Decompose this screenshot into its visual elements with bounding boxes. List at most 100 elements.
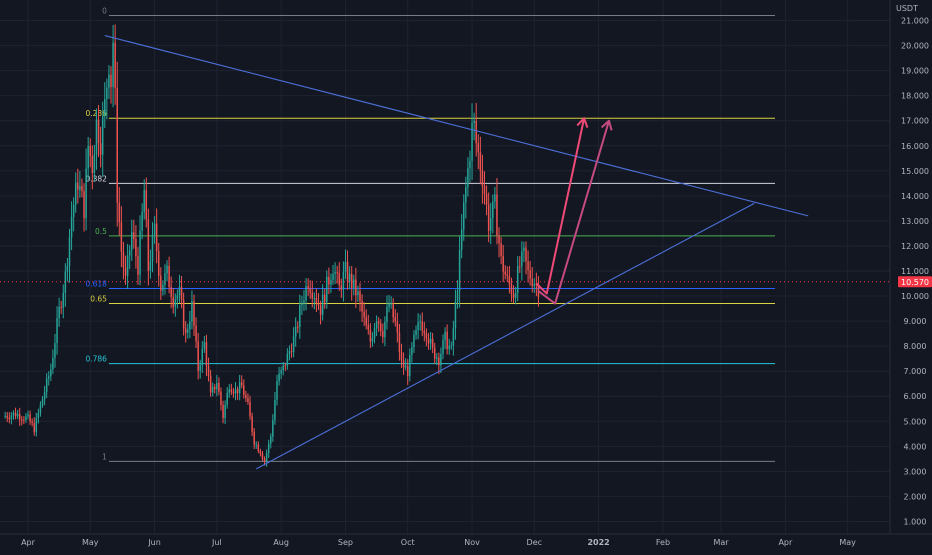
y-axis-ticks[interactable]: 1.000 2.000 3.000 4.000 5.000 6.000 7.000 8.000… (901, 17, 929, 527)
candle-body (485, 194, 488, 205)
candle-body (423, 330, 426, 334)
candle-body (265, 453, 268, 462)
projection-arrow-1[interactable] (535, 118, 586, 295)
candle-body (220, 391, 222, 405)
x-tick-label: Dec (527, 538, 542, 547)
candle-body (402, 360, 405, 368)
y-tick-label: 6.000 (904, 392, 927, 401)
ascending-support-line[interactable] (255, 202, 755, 470)
candle-body (465, 187, 467, 203)
candle-body (31, 421, 33, 424)
candle-body (228, 389, 231, 393)
candle-body (286, 354, 289, 366)
y-tick-label: 13.000 (901, 217, 929, 226)
candle-body (357, 291, 359, 296)
candle-body (29, 414, 31, 422)
candle-body (323, 294, 326, 303)
candle-body (375, 321, 378, 329)
candle-body (195, 325, 197, 342)
candle-body (307, 286, 309, 289)
candle-body (371, 338, 374, 342)
candle-body (182, 300, 185, 329)
candle-body (413, 335, 415, 348)
candle-body (326, 276, 328, 303)
candle-body (297, 326, 299, 328)
candle-body (147, 219, 150, 271)
candle-body (440, 353, 442, 366)
candle-body (355, 279, 357, 296)
fib-level-label: 0.786 (85, 355, 107, 364)
candle-body (145, 190, 148, 220)
candle-body (135, 238, 137, 257)
candle-body (214, 387, 216, 390)
y-tick-label: 2.000 (904, 492, 927, 501)
candle-body (45, 378, 48, 393)
candle-body (330, 279, 332, 285)
candle-body (112, 42, 114, 88)
candle-body (278, 373, 280, 382)
candle-body (303, 300, 305, 303)
projection-arrows[interactable] (535, 117, 613, 305)
candle-body (83, 191, 85, 219)
candle-body (382, 331, 384, 338)
candle-body (510, 284, 513, 295)
candle-body (162, 284, 164, 291)
candle-body (458, 249, 461, 291)
candle-body (282, 365, 284, 371)
candle-body (68, 237, 71, 266)
y-tick-label: 19.000 (901, 67, 929, 76)
candle-body (525, 247, 527, 262)
candle-body (106, 87, 108, 99)
candle-body (97, 119, 100, 144)
candle-body (166, 265, 168, 274)
candle-body (309, 288, 311, 293)
candle-body (340, 285, 343, 290)
candle-body (344, 261, 347, 272)
candle-body (398, 332, 401, 353)
candle-body (52, 357, 54, 370)
candle-body (471, 122, 473, 161)
candle-body (201, 348, 204, 366)
candle-body (274, 399, 276, 421)
fib-level-label: 0 (102, 7, 107, 16)
candle-body (380, 323, 382, 332)
trendlines[interactable] (104, 35, 809, 470)
y-tick-label: 20.000 (901, 42, 929, 51)
candle-body (369, 330, 372, 342)
x-tick-label: Feb (656, 538, 670, 547)
candle-body (334, 272, 336, 274)
candle-body (270, 436, 272, 444)
x-axis-ticks[interactable]: Apr May Jun Jul Aug Sep Oct Nov Dec 2022 Feb Mar Apr… (21, 538, 856, 547)
candle-body (193, 301, 195, 326)
candle-body (116, 88, 118, 203)
candle-body (392, 303, 394, 318)
candle-body (191, 301, 193, 322)
axes: USDT (0, 0, 932, 535)
candle-body (249, 401, 251, 417)
y-tick-label: 10.000 (901, 292, 929, 301)
candle-body (48, 376, 50, 379)
x-tick-label: Sep (338, 538, 353, 547)
candle-body (199, 365, 201, 371)
candle-body (74, 182, 77, 205)
candle-body (232, 391, 235, 394)
candle-body (448, 345, 450, 349)
projection-arrow-2[interactable] (537, 120, 610, 305)
candle-body (259, 450, 262, 454)
candle-body (386, 307, 388, 322)
candle-body (460, 229, 463, 250)
candle-body (176, 295, 179, 300)
candle-body (321, 294, 324, 315)
descending-resistance-line[interactable] (104, 35, 809, 217)
candle-body (39, 404, 42, 413)
candle-body (290, 351, 293, 353)
candle-body (81, 186, 83, 192)
candle-body (43, 392, 46, 400)
candle-body (104, 98, 106, 117)
current-price-marker: 10.570 (0, 276, 932, 288)
candle-body (77, 182, 79, 190)
fib-level-label: 1 (102, 452, 107, 461)
